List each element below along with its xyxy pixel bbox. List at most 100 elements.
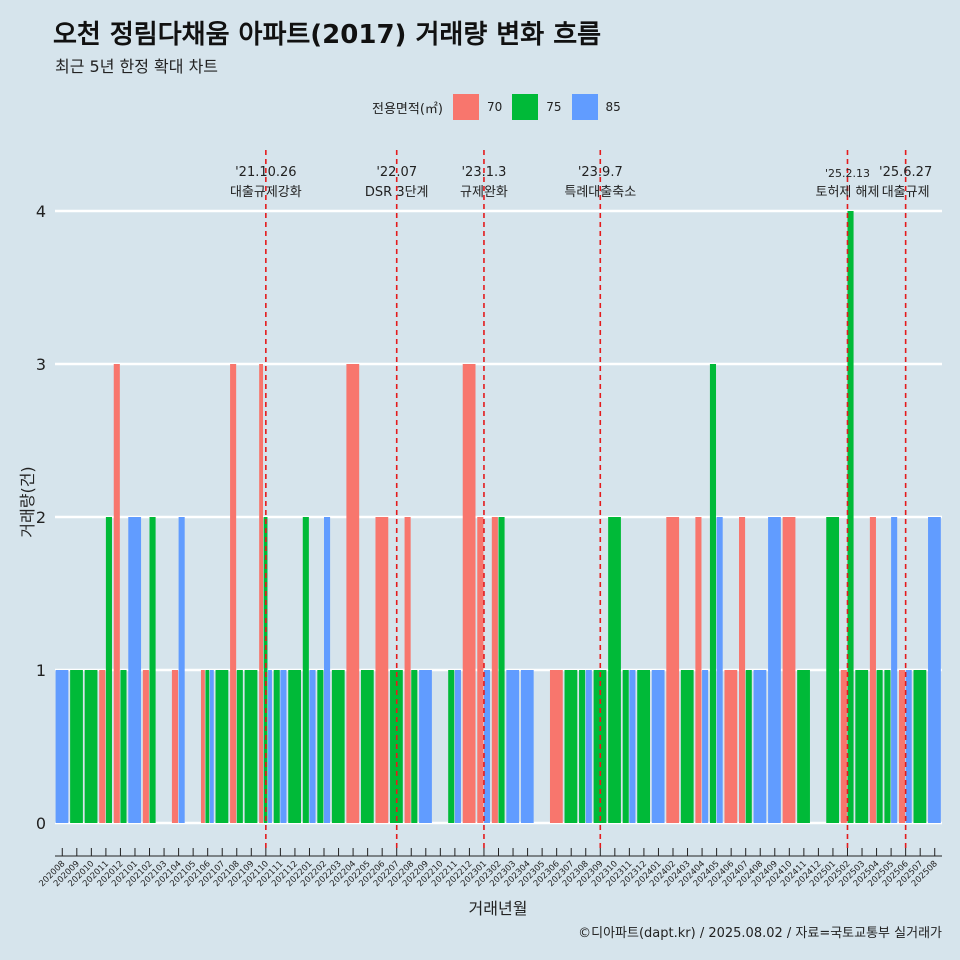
- bar-85-202408: [753, 670, 767, 823]
- bar-85-202311: [629, 670, 636, 823]
- x-axis: 2020082020092020102020112020122021012021…: [37, 848, 942, 889]
- bar-85-202405: [716, 517, 723, 823]
- event-name-label: 대출규제: [882, 185, 930, 200]
- bar-75-202308: [579, 670, 586, 823]
- bar-85-202308: [585, 670, 592, 823]
- legend-swatch-70: [452, 94, 479, 120]
- bar-75-202110: [263, 517, 268, 823]
- bar-70-202011: [99, 670, 106, 823]
- bars: [55, 211, 941, 823]
- bar-70-202110: [259, 364, 264, 823]
- y-tick-label: 3: [36, 355, 46, 374]
- event-date-label: '25.2.13: [825, 167, 870, 180]
- event-date-label: '21.10.26: [235, 165, 296, 180]
- bar-75-202009: [70, 670, 83, 823]
- bar-75-202211: [448, 670, 455, 823]
- event-date-label: '23.1.3: [461, 165, 506, 180]
- bar-85-202303: [506, 670, 520, 823]
- bar-75-202010: [84, 670, 98, 823]
- y-tick-label: 0: [36, 814, 46, 833]
- event-date-label: '25.6.27: [879, 165, 932, 180]
- bar-85-202211: [454, 670, 461, 823]
- bar-75-202403: [680, 670, 694, 823]
- legend: 전용면적(㎡) 70 75 85: [372, 92, 631, 122]
- bar-70-202402: [666, 517, 680, 823]
- y-tick-label: 4: [36, 202, 46, 221]
- bar-75-202112: [288, 670, 302, 823]
- legend-title: 전용면적(㎡): [372, 101, 443, 117]
- bar-85-202101: [128, 517, 142, 823]
- bar-70-202306: [549, 670, 563, 823]
- bar-75-202507: [913, 670, 927, 823]
- bar-75-202102: [149, 517, 156, 823]
- bar-75-202307: [564, 670, 578, 823]
- chart-subtitle: 최근 5년 한정 확대 차트: [55, 57, 219, 76]
- bar-85-202202: [324, 517, 331, 823]
- legend-item-85: 85: [571, 94, 621, 120]
- bar-85-202110: [268, 670, 272, 823]
- y-tick-label: 2: [36, 508, 46, 527]
- bar-75-202312: [637, 670, 650, 823]
- event-name-label: 토허제 해제: [816, 185, 880, 200]
- bar-85-202401: [651, 670, 665, 823]
- bar-85-202201: [309, 670, 316, 823]
- bar-75-202504: [876, 670, 883, 823]
- bar-75-202208: [411, 670, 418, 823]
- bar-70-202301: [477, 517, 484, 823]
- bar-70-202204: [346, 364, 360, 823]
- bar-75-202505: [884, 670, 891, 823]
- bar-75-202405: [709, 364, 717, 823]
- bar-70-202506: [898, 670, 906, 823]
- x-axis-label: 거래년월: [469, 899, 528, 918]
- bar-75-202107: [215, 670, 229, 823]
- bar-70-202212: [462, 364, 476, 823]
- bar-75-202011: [105, 517, 112, 823]
- event-date-label: '23.9.7: [578, 165, 623, 180]
- bar-70-202012: [113, 364, 120, 823]
- bar-70-202404: [695, 517, 702, 823]
- event-name-label: 특례대출축소: [564, 185, 636, 200]
- legend-label-70: 70: [486, 100, 503, 114]
- bar-70-202102: [142, 670, 149, 823]
- bar-75-202203: [331, 670, 345, 823]
- bar-85-202104: [178, 517, 185, 823]
- bar-75-202501: [826, 517, 840, 823]
- bar-75-202302: [498, 517, 505, 823]
- event-date-label: '22.07: [376, 165, 417, 180]
- event-name-label: 규제완화: [460, 185, 508, 200]
- bar-75-202201: [302, 517, 309, 823]
- legend-label-75: 75: [546, 100, 562, 114]
- y-tick-label: 1: [36, 661, 46, 680]
- chart-title: 오천 정림다채움 아파트(2017) 거래량 변화 흐름: [53, 20, 602, 50]
- bar-85-202304: [520, 670, 534, 823]
- bar-70-202206: [375, 517, 389, 823]
- legend-swatch-75: [512, 94, 539, 120]
- bar-70-202208: [404, 517, 411, 823]
- event-name-label: 대출규제강화: [230, 185, 302, 200]
- legend-label-85: 85: [605, 100, 621, 114]
- bar-75-202012: [120, 670, 127, 823]
- y-axis: 0 1 2 3 4: [36, 202, 46, 833]
- bar-85-202506: [905, 670, 912, 823]
- bar-75-202108: [236, 670, 243, 823]
- bar-70-202302: [491, 517, 498, 823]
- event-lines: '21.10.26 대출규제강화 '22.07 DSR 3단계 '23.1.3 규제완화 '…: [230, 150, 932, 852]
- bar-85-202404: [702, 670, 709, 823]
- bar-75-202109: [244, 670, 258, 823]
- bar-75-202310: [608, 517, 621, 823]
- bar-75-202502: [847, 211, 854, 823]
- bar-70-202504: [869, 517, 876, 823]
- bar-75-202411: [797, 670, 810, 823]
- bar-85-202111: [280, 670, 287, 823]
- legend-swatch-85: [571, 94, 598, 120]
- bar-70-202406: [724, 670, 738, 823]
- bar-70-202106: [200, 670, 205, 823]
- bar-75-202111: [273, 670, 280, 823]
- bar-85-202409: [768, 517, 781, 823]
- source-caption: ©디아파트(dapt.kr) / 2025.08.02 / 자료=국토교통부 실…: [578, 926, 942, 941]
- bar-85-202209: [419, 670, 432, 823]
- bar-70-202108: [230, 364, 237, 823]
- bar-75-202311: [622, 670, 629, 823]
- bar-70-202502: [840, 670, 847, 823]
